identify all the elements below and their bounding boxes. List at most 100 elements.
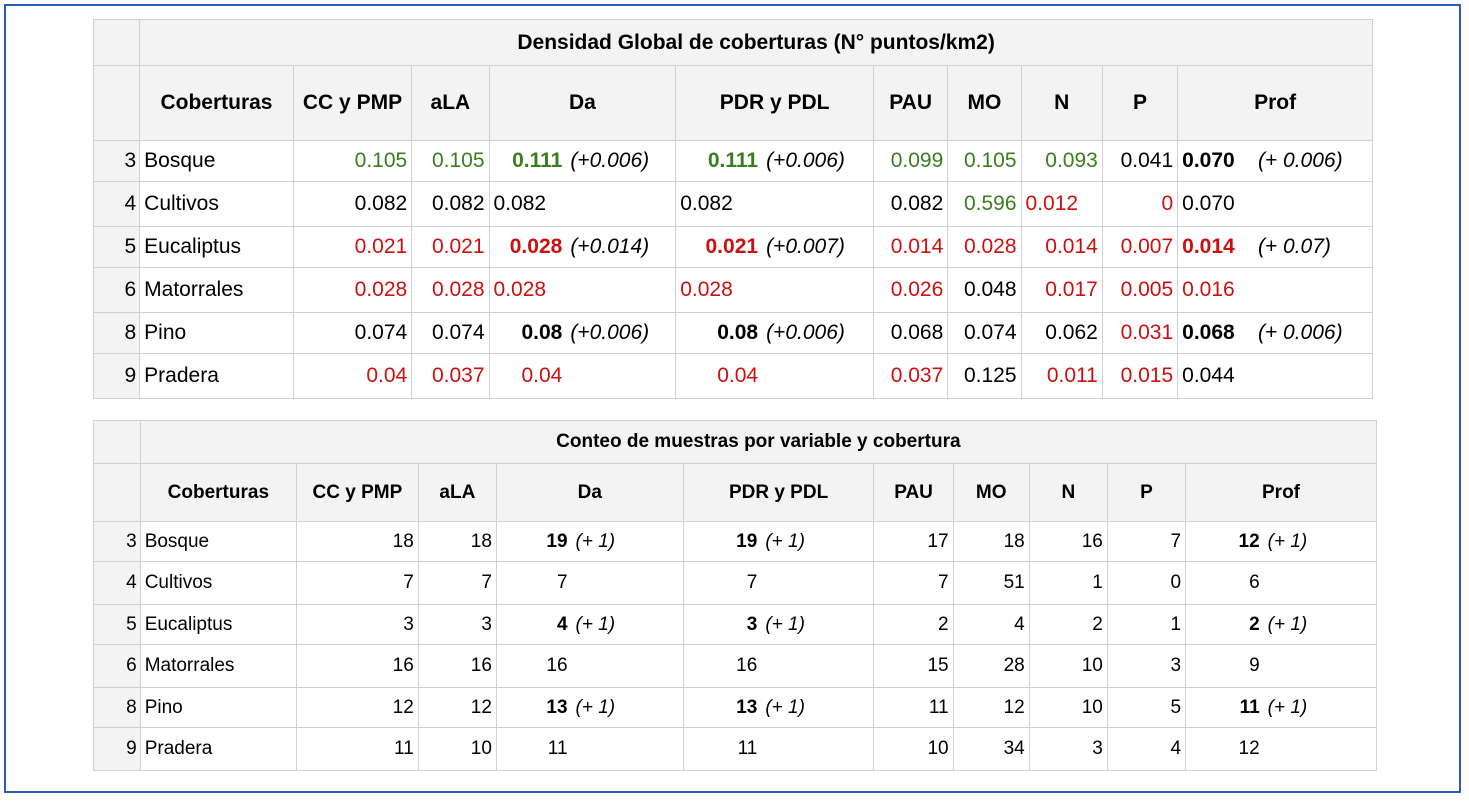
cell-prof-note (1263, 644, 1377, 688)
cell-pdr-note (761, 644, 875, 688)
cell-mo: 34 (952, 727, 1030, 771)
cell-n: 0.014 (1020, 226, 1103, 268)
cell-n: 16 (1028, 521, 1108, 562)
corner-cell (92, 19, 141, 66)
col-header-pau: PAU (872, 65, 949, 141)
cell-ala: 16 (417, 644, 497, 688)
col-header-p: P (1106, 463, 1187, 522)
table-row: 8 Pino 0.074 0.074 0.08 (+0.006) 0.08 (+… (92, 312, 1373, 354)
cell-mo: 51 (952, 561, 1030, 605)
cell-pdr-note (761, 727, 875, 771)
cell-da: 4 (495, 604, 572, 645)
cell-mo: 0.105 (947, 140, 1022, 182)
cell-pdr-note: (+0.006) (762, 140, 874, 182)
cell-n: 0.093 (1020, 140, 1103, 182)
table-row: 5 Eucaliptus 3 3 4 (+ 1) 3 (+ 1) 2 4 2 1… (93, 604, 1377, 645)
cell-p: 1 (1106, 604, 1187, 645)
cell-n: 0.012 (1020, 181, 1103, 227)
cell-mo: 0.596 (947, 181, 1022, 227)
cell-da: 0.028 (488, 267, 567, 313)
cell-pdr-note: (+ 1) (761, 521, 875, 562)
cell-prof: 6 (1185, 561, 1264, 605)
col-header-p: P (1101, 65, 1179, 141)
cell-pdr: 0.082 (675, 181, 763, 227)
cell-da-note: (+0.006) (566, 140, 677, 182)
col-header-cc: CC y PMP (295, 463, 419, 522)
col-header-coberturas: Coberturas (139, 65, 294, 141)
cell-da: 11 (495, 727, 572, 771)
cell-pau: 2 (873, 604, 954, 645)
row-number: 9 (93, 727, 141, 771)
cell-pau: 7 (873, 561, 954, 605)
cell-pdr: 16 (682, 644, 762, 688)
cell-pdr: 0.111 (675, 140, 763, 182)
cell-cc: 0.082 (292, 181, 413, 227)
cobertura-name: Cultivos (139, 181, 294, 227)
cell-n: 0.062 (1020, 312, 1103, 354)
cell-da-note (571, 561, 684, 605)
cell-mo: 0.125 (947, 353, 1022, 399)
cobertura-name: Eucaliptus (139, 604, 297, 645)
table-row: 4 Cultivos 7 7 7 7 7 51 1 0 6 (93, 561, 1377, 605)
cell-prof-note (1263, 561, 1377, 605)
cell-mo: 18 (952, 521, 1030, 562)
cell-prof-note: (+ 0.07) (1253, 226, 1373, 268)
cell-p: 0 (1106, 561, 1187, 605)
cobertura-name: Bosque (139, 521, 297, 562)
table-row: 9 Pradera 0.04 0.037 0.04 0.04 0.037 0.1… (92, 353, 1373, 399)
cell-cc: 0.074 (292, 312, 413, 354)
col-header-pau: PAU (873, 463, 954, 522)
cell-ala: 12 (417, 687, 497, 728)
cell-prof-note: (+ 1) (1263, 604, 1377, 645)
cell-n: 10 (1028, 644, 1108, 688)
cell-da: 0.04 (488, 353, 567, 399)
cobertura-name: Eucaliptus (139, 226, 294, 268)
cell-pdr: 11 (682, 727, 762, 771)
cell-pdr-note: (+0.006) (762, 312, 874, 354)
row-number: 5 (93, 604, 141, 645)
table-row: 4 Cultivos 0.082 0.082 0.082 0.082 0.082… (92, 181, 1373, 227)
cobertura-name: Pradera (139, 353, 294, 399)
cell-da-note: (+ 1) (571, 687, 684, 728)
table-row: 9 Pradera 11 10 11 11 10 34 3 4 12 (93, 727, 1377, 771)
content-frame (4, 4, 1461, 793)
col-header-ala: aLA (411, 65, 490, 141)
col-header-cc: CC y PMP (292, 65, 413, 141)
row-number: 3 (93, 521, 141, 562)
counts-title: Conteo de muestras por variable y cobert… (139, 420, 1378, 464)
cell-n: 3 (1028, 727, 1108, 771)
cell-cc: 11 (295, 727, 419, 771)
cell-p: 3 (1106, 644, 1187, 688)
cell-da-note (571, 727, 684, 771)
cell-cc: 7 (295, 561, 419, 605)
cell-da-note (566, 353, 677, 399)
corner-cell (93, 420, 141, 464)
cell-pdr-note: (+ 1) (761, 687, 875, 728)
table-row: 6 Matorrales 16 16 16 16 15 28 10 3 9 (93, 644, 1377, 688)
cell-pdr-note (762, 181, 874, 227)
cell-pau: 11 (873, 687, 954, 728)
col-header-n: N (1020, 65, 1103, 141)
cell-prof-note: (+ 0.006) (1253, 312, 1373, 354)
density-table: Densidad Global de coberturas (N° puntos… (92, 19, 1373, 399)
cell-pdr: 7 (682, 561, 762, 605)
cell-p: 0.007 (1101, 226, 1179, 268)
cell-ala: 10 (417, 727, 497, 771)
col-header-n: N (1028, 463, 1108, 522)
cell-prof-note (1263, 727, 1377, 771)
cell-pau: 10 (873, 727, 954, 771)
table-row: 3 Bosque 18 18 19 (+ 1) 19 (+ 1) 17 18 1… (93, 521, 1377, 562)
cell-pdr: 0.021 (675, 226, 763, 268)
cobertura-name: Matorrales (139, 644, 297, 688)
cell-prof: 0.016 (1177, 267, 1254, 313)
col-header-mo: MO (952, 463, 1030, 522)
cell-ala: 3 (417, 604, 497, 645)
cell-mo: 0.048 (947, 267, 1022, 313)
cell-ala: 7 (417, 561, 497, 605)
cell-ala: 0.082 (411, 181, 490, 227)
cobertura-name: Pino (139, 687, 297, 728)
cell-da-note: (+0.006) (566, 312, 677, 354)
cell-da-note: (+0.014) (566, 226, 677, 268)
cell-pau: 0.099 (872, 140, 949, 182)
counts-table: Conteo de muestras por variable y cobert… (93, 420, 1378, 771)
